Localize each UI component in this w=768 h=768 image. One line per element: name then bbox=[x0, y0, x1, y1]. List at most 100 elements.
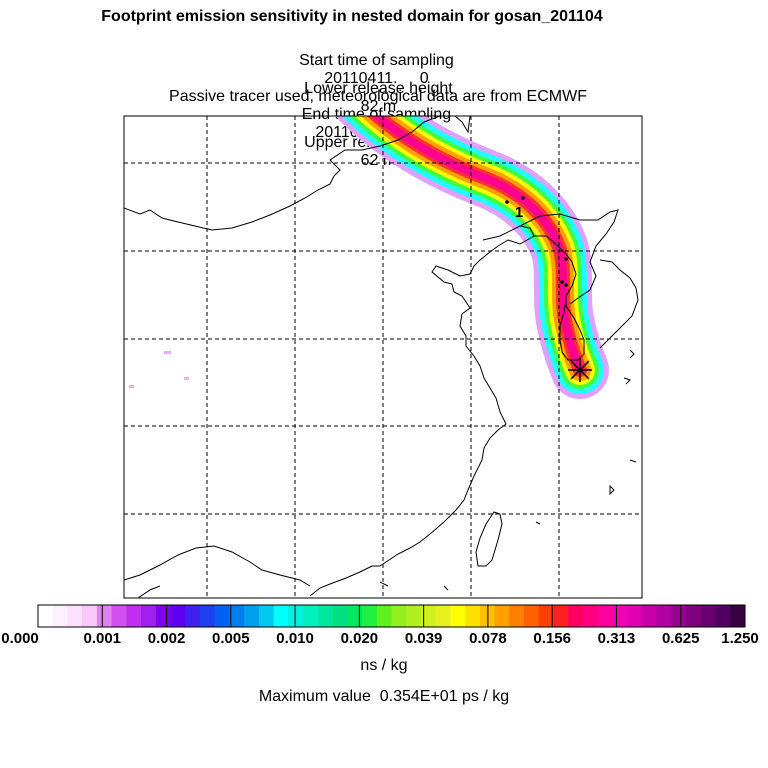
colorbar-tick-label: 0.020 bbox=[340, 630, 379, 647]
release-point-dot bbox=[521, 196, 525, 200]
colorbar-swatch bbox=[494, 605, 510, 627]
colorbar-swatch bbox=[435, 605, 451, 627]
colorbar-swatch bbox=[671, 605, 687, 627]
colorbar-tick-label: 0.625 bbox=[661, 630, 700, 647]
colorbar-tick-label: 0.001 bbox=[83, 630, 122, 647]
release-point-dot bbox=[564, 283, 568, 287]
japan-coastline bbox=[599, 259, 639, 349]
hainan-outline bbox=[379, 581, 389, 587]
island-outline bbox=[629, 459, 637, 463]
colorbar-swatch bbox=[229, 605, 245, 627]
colorbar-swatch bbox=[568, 605, 584, 627]
colorbar-swatch bbox=[362, 605, 378, 627]
colorbar-swatch bbox=[715, 605, 731, 627]
star-burst-icon bbox=[568, 358, 592, 382]
colorbar-swatch bbox=[450, 605, 466, 627]
island-outline bbox=[443, 585, 449, 591]
colorbar-swatch bbox=[347, 605, 363, 627]
colorbar-tick-label: 0.000 bbox=[1, 630, 39, 647]
sampling-start-value: 20110411. 0 bbox=[324, 70, 429, 87]
sampling-start-label: Start time of sampling bbox=[299, 52, 454, 69]
map-frame bbox=[123, 115, 643, 599]
colorbar-swatch bbox=[141, 605, 157, 627]
northeast-border bbox=[454, 116, 471, 134]
colorbar-swatch bbox=[332, 605, 348, 627]
minor-sensitivity-patch bbox=[164, 351, 171, 354]
colorbar-swatch bbox=[553, 605, 569, 627]
southern-border bbox=[137, 585, 161, 598]
colorbar-swatch bbox=[244, 605, 260, 627]
colorbar-swatch bbox=[126, 605, 142, 627]
colorbar-swatch bbox=[686, 605, 702, 627]
colorbar-swatch bbox=[612, 605, 628, 627]
plume-contour-band bbox=[371, 116, 584, 374]
colorbar-tick-label: 0.039 bbox=[404, 630, 443, 647]
korea-coastline bbox=[534, 235, 585, 361]
colorbar-swatch bbox=[317, 605, 334, 627]
colorbar-tick-label: 0.005 bbox=[212, 630, 250, 647]
colorbar-swatch bbox=[155, 605, 172, 627]
colorbar-swatch bbox=[641, 605, 658, 627]
maximum-value-label: Maximum value 0.354E+01 ps / kg bbox=[258, 688, 510, 705]
colorbar-swatch bbox=[214, 605, 230, 627]
footprint-plume bbox=[336, 116, 609, 399]
colorbar-swatch bbox=[582, 605, 599, 627]
colorbar-swatch bbox=[185, 605, 201, 627]
colorbar-swatch bbox=[52, 605, 68, 627]
korea-border-north bbox=[519, 209, 619, 305]
colorbar-swatch bbox=[96, 605, 113, 627]
colorbar-tick-label: 0.156 bbox=[533, 630, 571, 647]
island-outline bbox=[535, 521, 541, 525]
release-point-dot bbox=[564, 257, 568, 261]
release-point-dot bbox=[560, 280, 564, 284]
colorbar-swatch bbox=[391, 605, 407, 627]
minor-sensitivity-patch bbox=[184, 377, 189, 380]
colorbar-swatch bbox=[420, 605, 437, 627]
colorbar-swatch bbox=[82, 605, 98, 627]
china-coastline bbox=[309, 225, 535, 597]
island-outline bbox=[623, 377, 631, 385]
colorbar-swatch bbox=[597, 605, 613, 627]
colorbar-tick-label: 0.313 bbox=[597, 630, 636, 647]
graticule bbox=[124, 116, 642, 598]
release-marker-label: 1 bbox=[515, 204, 523, 221]
colorbar-swatch bbox=[200, 605, 216, 627]
colorbar-tick-label: 1.250 bbox=[721, 630, 759, 647]
colorbar-swatch bbox=[730, 605, 746, 627]
colorbar-swatch bbox=[656, 605, 672, 627]
colorbar-swatch bbox=[170, 605, 186, 627]
tracer-note: Passive tracer used, meteorological data… bbox=[169, 88, 587, 105]
island-outline bbox=[629, 349, 635, 359]
colorbar-tick-label: 0.002 bbox=[147, 630, 186, 647]
colorbar-swatch bbox=[376, 605, 392, 627]
island-outline bbox=[609, 484, 615, 496]
colorbar-swatch bbox=[406, 605, 422, 627]
southern-border bbox=[124, 545, 311, 587]
colorbar-tick-label: 0.010 bbox=[276, 630, 314, 647]
minor-sensitivity-patch bbox=[129, 385, 134, 388]
taiwan-coastline bbox=[475, 511, 503, 567]
colorbar-swatch bbox=[509, 605, 525, 627]
colorbar-swatch bbox=[538, 605, 555, 627]
colorbar-swatch bbox=[111, 605, 127, 627]
colorbar-frame bbox=[37, 604, 746, 628]
release-point-dot bbox=[505, 200, 509, 204]
colorbar-swatch bbox=[38, 605, 54, 627]
colorbar-swatch bbox=[700, 605, 717, 627]
lower-release-value: 82 m bbox=[360, 98, 397, 115]
colorbar-swatch bbox=[303, 605, 319, 627]
colorbar-swatch bbox=[627, 605, 643, 627]
lower-release-label: Lower release height bbox=[304, 80, 453, 97]
colorbar-unit: ns / kg bbox=[360, 657, 408, 674]
colorbar-swatch bbox=[258, 605, 275, 627]
figure-title: Footprint emission sensitivity in nested… bbox=[101, 8, 603, 25]
colorbar-swatch bbox=[288, 605, 304, 627]
colorbar-swatch bbox=[524, 605, 540, 627]
release-markers: 1 bbox=[505, 196, 568, 287]
colorbar-swatch bbox=[273, 605, 289, 627]
colorbar bbox=[37, 604, 746, 628]
colorbar-swatch bbox=[465, 605, 481, 627]
colorbar-swatch bbox=[67, 605, 83, 627]
colorbar-tick-label: 0.078 bbox=[469, 630, 507, 647]
